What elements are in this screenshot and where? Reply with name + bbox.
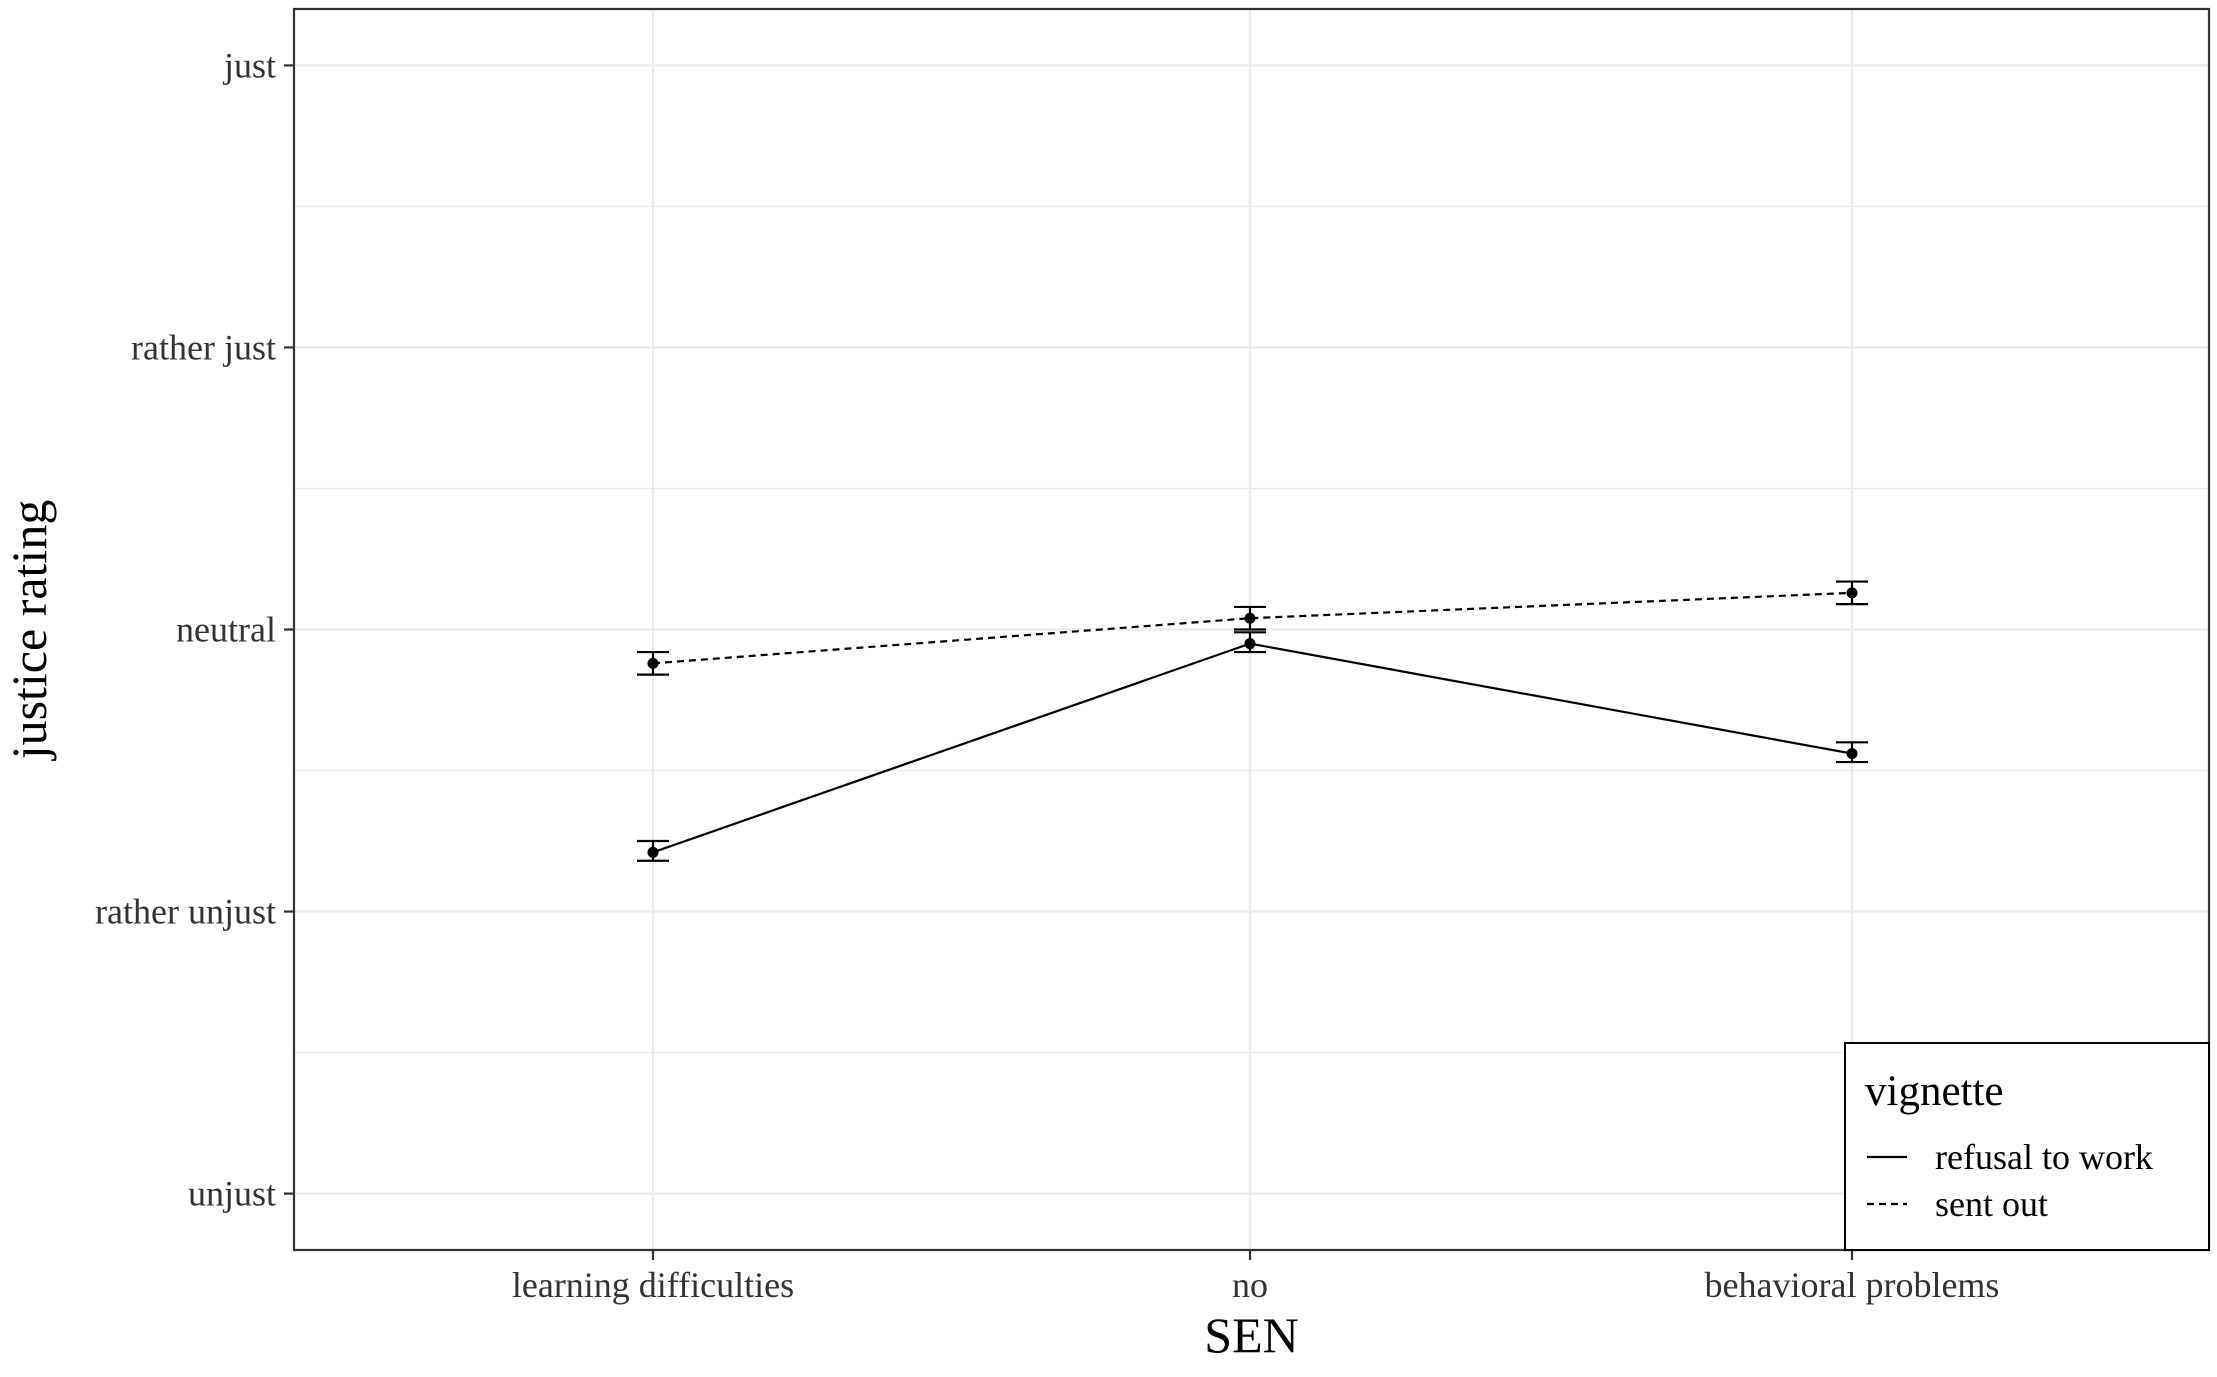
legend-title: vignette: [1865, 1068, 2004, 1115]
y-axis-title: justice rating: [1, 500, 57, 762]
data-point: [647, 657, 659, 669]
data-point: [647, 846, 659, 858]
y-tick-label: neutral: [176, 610, 276, 650]
legend-box: [1844, 1042, 2210, 1251]
y-tick-label: rather unjust: [95, 892, 276, 932]
legend: vignette refusal to work sent out: [1844, 1042, 2210, 1251]
y-tick-label: rather just: [131, 327, 276, 367]
y-tick-label: just: [222, 45, 276, 85]
legend-label-0: refusal to work: [1935, 1137, 2153, 1177]
data-point: [1846, 748, 1858, 760]
x-tick-label: learning difficulties: [512, 1265, 794, 1305]
x-tick-label: behavioral problems: [1705, 1265, 2000, 1305]
legend-label-1: sent out: [1935, 1184, 2048, 1224]
data-point: [1846, 587, 1858, 599]
x-axis-title: SEN: [1204, 1307, 1298, 1363]
series-line-1: [652, 591, 1853, 665]
x-tick-label: no: [1232, 1265, 1268, 1305]
data-point: [1244, 638, 1256, 650]
data-point: [1244, 612, 1256, 624]
y-tick-label: unjust: [188, 1174, 276, 1214]
